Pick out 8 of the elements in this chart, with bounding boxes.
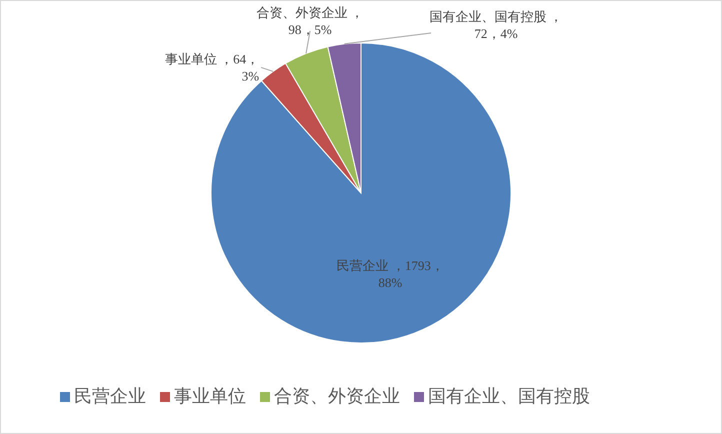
legend-label: 民营企业 (74, 386, 146, 406)
data-label: 国有企业、国有控股 ， 72，4% (429, 9, 563, 41)
legend-label: 事业单位 (174, 386, 246, 406)
data-label: 合资、外资企业 ， 98，5% (256, 5, 364, 37)
data-label: 事业单位 ，64， 3% (164, 51, 260, 84)
legend-label: 合资、外资企业 (274, 386, 400, 406)
data-label: 民营企业 ，1793， 88% (336, 258, 444, 290)
legend-label: 国有企业、国有控股 (428, 386, 590, 406)
